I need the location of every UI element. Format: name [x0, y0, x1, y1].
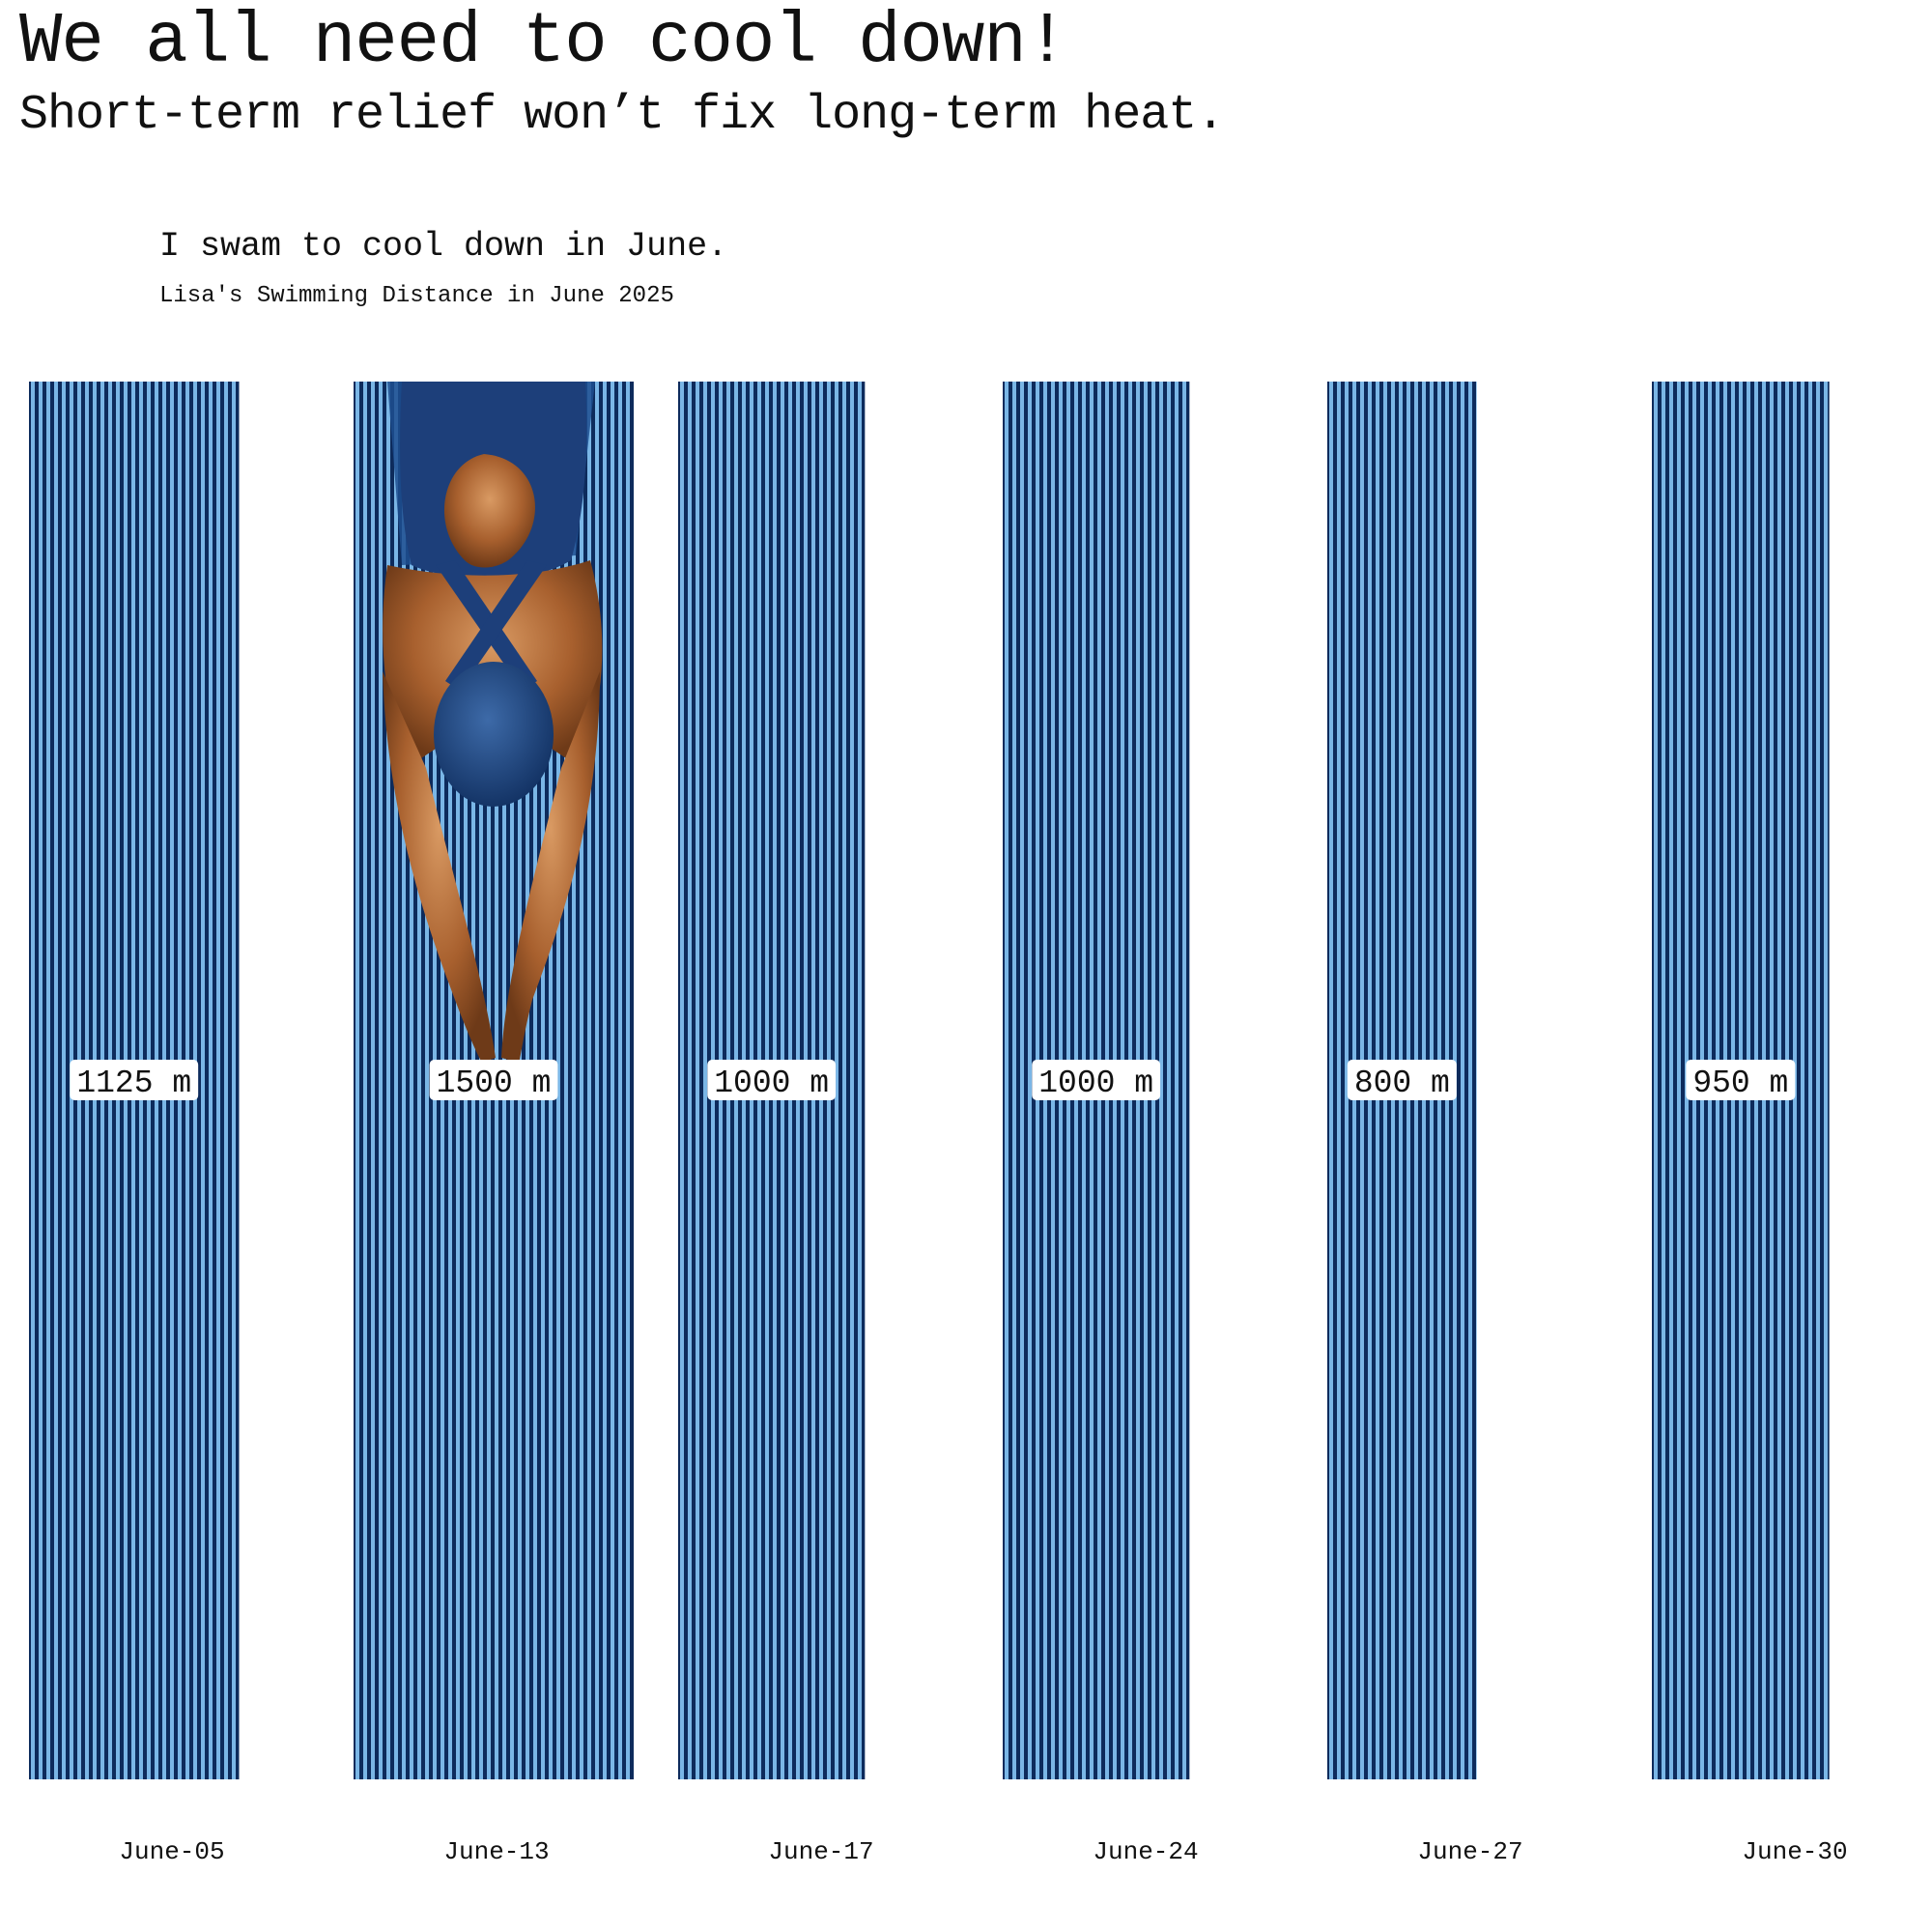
bar-value-text: 1000 m — [1038, 1065, 1153, 1101]
bar-value-text: 950 m — [1692, 1065, 1788, 1101]
swimmer-left-arm — [383, 671, 496, 1063]
x-tick-label: June-17 — [768, 1837, 873, 1866]
bar-value-label-bg — [1686, 1060, 1796, 1100]
swimmer-image — [383, 382, 603, 1063]
bar-value-label-bg — [1032, 1060, 1161, 1100]
chart-title: I swam to cool down in June. — [159, 227, 728, 266]
swimsuit-strap — [445, 560, 547, 691]
swimmer-back — [443, 454, 535, 568]
bar-value-text: 1500 m — [437, 1065, 552, 1101]
bar-value-text: 1125 m — [76, 1065, 191, 1101]
chart-subtitle: Lisa's Swimming Distance in June 2025 — [159, 283, 674, 309]
x-tick-label: June-24 — [1093, 1837, 1198, 1866]
bar-value-label-bg — [707, 1060, 837, 1100]
bar-value-text: 1000 m — [714, 1065, 829, 1101]
bar-value-text: 800 m — [1354, 1065, 1450, 1101]
swimmer-right-arm — [501, 671, 600, 1063]
bar-value-label: 1125 m — [70, 1060, 199, 1101]
bar-value-label: 800 m — [1347, 1060, 1457, 1101]
headline: We all need to cool down! — [19, 2, 1068, 83]
bar-value-label: 1000 m — [707, 1060, 837, 1101]
bar-value-label: 950 m — [1686, 1060, 1796, 1101]
x-tick-label: June-27 — [1417, 1837, 1522, 1866]
bar-value-label-bg — [429, 1060, 558, 1100]
x-tick-label: June-05 — [119, 1837, 224, 1866]
swim-cap — [434, 662, 554, 807]
bar-value-label-bg — [1347, 1060, 1457, 1100]
x-tick-label: June-30 — [1742, 1837, 1847, 1866]
bar-value-label-bg — [70, 1060, 199, 1100]
x-tick-label: June-13 — [443, 1837, 549, 1866]
bar-value-label: 1500 m — [429, 1060, 558, 1101]
subheadline: Short-term relief won’t fix long-term he… — [19, 88, 1225, 143]
bar-value-label: 1000 m — [1032, 1060, 1161, 1101]
